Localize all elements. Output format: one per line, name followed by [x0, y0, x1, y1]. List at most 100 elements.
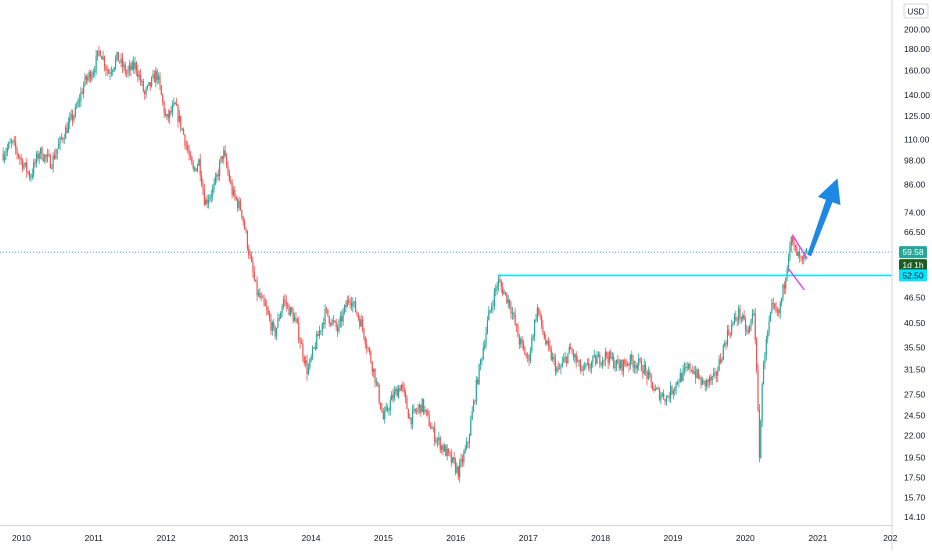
candle-body — [262, 296, 264, 298]
candle-body — [101, 56, 103, 60]
candle-body — [194, 168, 196, 170]
candle-body — [160, 85, 162, 95]
candle-body — [116, 52, 118, 59]
candle-body — [6, 147, 8, 153]
candle-body — [663, 393, 665, 400]
y-tick-label: 15.70 — [904, 492, 926, 502]
x-tick-label: 2017 — [519, 533, 538, 543]
candle-body — [668, 396, 670, 399]
candle-body — [545, 338, 547, 344]
candle-body — [225, 155, 228, 166]
candle-body — [475, 379, 477, 402]
candle-timer-badge — [899, 259, 927, 272]
price-axis[interactable]: 200.00 180.00 160.00 140.00 125.00 110.00 98.0… — [904, 25, 930, 522]
candle-body — [521, 339, 523, 344]
candle-body — [202, 184, 204, 190]
candle-body — [438, 437, 440, 440]
candle-body — [126, 72, 128, 74]
candle-body — [237, 199, 239, 208]
candle-body — [553, 356, 555, 360]
candle-body — [81, 92, 83, 94]
candle-body — [253, 271, 255, 280]
candle-body — [550, 349, 552, 360]
candle-body — [8, 142, 10, 148]
candle-body — [410, 417, 412, 425]
candle-body — [146, 85, 149, 89]
x-tick-label: 2013 — [229, 533, 248, 543]
candle-body — [235, 196, 237, 200]
candle-body — [298, 322, 300, 341]
candle-body — [436, 439, 439, 442]
candle-body — [128, 65, 131, 70]
y-tick-label: 66.50 — [904, 227, 926, 237]
y-tick-label: 160.00 — [904, 66, 930, 76]
candle-body — [149, 82, 151, 87]
candle-body — [457, 466, 459, 478]
candle-body — [139, 74, 142, 82]
candle-body — [114, 58, 117, 68]
candle-body — [446, 448, 448, 457]
candle-body — [729, 333, 731, 335]
candle-body — [615, 359, 618, 367]
candle-body — [357, 314, 359, 319]
candle-body — [570, 347, 572, 350]
candle-body — [418, 404, 421, 409]
candle-body — [60, 137, 63, 139]
candle-body — [653, 390, 655, 391]
candle-body — [502, 286, 504, 295]
candle-body — [409, 417, 411, 419]
candle-body — [398, 388, 400, 397]
candle-body — [349, 301, 351, 303]
candle-body — [664, 399, 666, 402]
candle-body — [102, 56, 104, 60]
candle-body — [400, 384, 402, 391]
candle-body — [392, 394, 394, 399]
candle-body — [672, 391, 674, 394]
currency-label[interactable]: USD — [908, 8, 925, 17]
candle-body — [656, 388, 658, 390]
candle-body — [399, 388, 401, 391]
candle-body — [713, 372, 715, 377]
candle-body — [338, 321, 340, 332]
candle-body — [468, 435, 470, 443]
candle-body — [485, 332, 487, 345]
candle-body — [535, 319, 537, 321]
candle-body — [532, 336, 534, 338]
candle-body — [48, 154, 50, 156]
candle-body — [33, 162, 35, 175]
candle-body — [331, 319, 333, 325]
candle-body — [91, 74, 93, 80]
candle-body — [728, 330, 730, 334]
candle-body — [166, 114, 168, 116]
candle-body — [200, 175, 203, 185]
candle-body — [264, 302, 267, 306]
candle-body — [21, 159, 24, 169]
candle-body — [504, 292, 507, 293]
candle-body — [645, 364, 647, 371]
currency-button[interactable]: USD — [903, 3, 929, 19]
candle-body — [328, 316, 330, 324]
candle-body — [558, 368, 561, 370]
candle-body — [355, 301, 357, 312]
candle-body — [416, 411, 418, 413]
candle-body — [134, 62, 136, 69]
candle-body — [232, 189, 235, 195]
currency-button-frame[interactable] — [903, 3, 929, 19]
candle-body — [307, 367, 310, 375]
candle-body — [374, 368, 376, 383]
candle-body — [187, 145, 189, 151]
candle-body — [192, 164, 194, 169]
candle-body — [189, 155, 192, 157]
candle-body — [518, 336, 520, 345]
candle-body — [775, 307, 777, 312]
candle-body — [783, 285, 785, 289]
candle-body — [85, 75, 88, 81]
time-axis[interactable]: 2010 2011 2012 2013 2014 2015 2016 2017 2018 2019… — [12, 533, 898, 543]
candle-body — [613, 356, 615, 369]
candle-body — [643, 364, 645, 374]
candle-body — [106, 69, 108, 72]
candle-body — [735, 316, 737, 320]
candle-body — [632, 360, 634, 368]
